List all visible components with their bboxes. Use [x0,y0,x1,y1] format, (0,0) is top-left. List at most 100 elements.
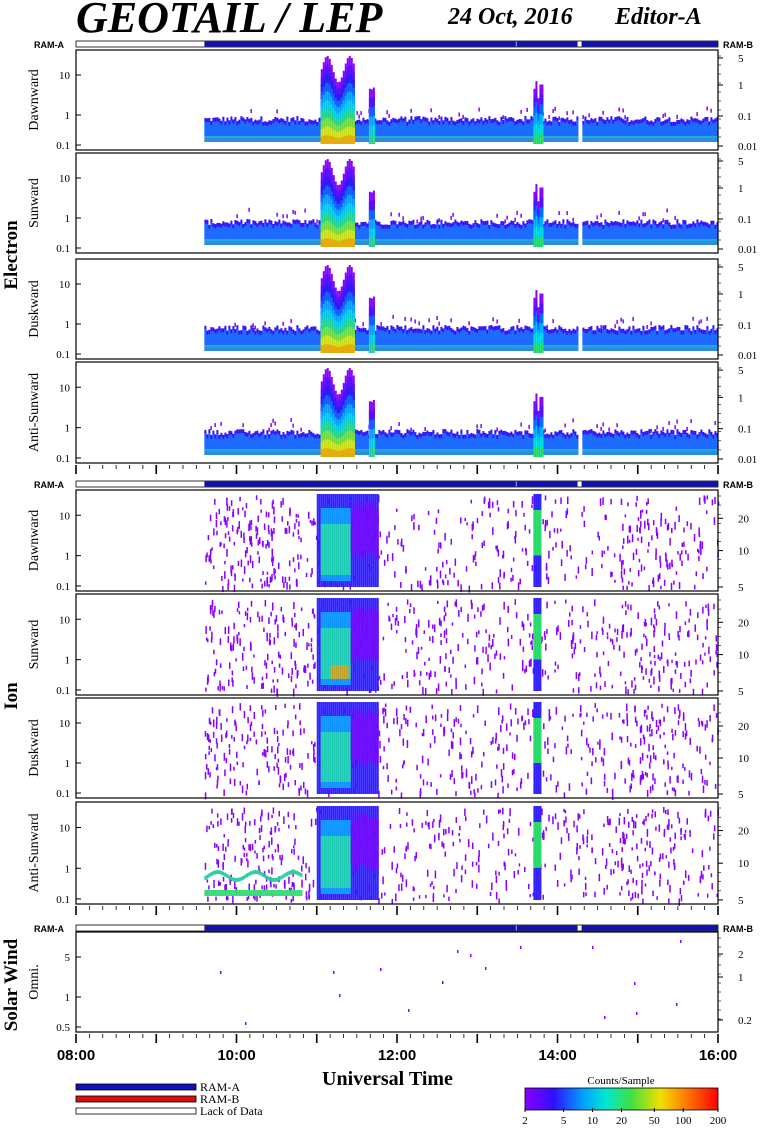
ion-speck [677,551,679,555]
ion-speck [394,571,396,578]
spectrum-event [334,450,337,457]
spectrum-mid [420,333,423,347]
spectrum-event [368,237,371,247]
spectrum-mid [282,123,285,138]
spectrum-mid [698,124,701,138]
ion-speck [220,542,222,546]
spectrum-low [570,136,573,142]
spectrum-low [402,136,405,142]
spectrum-event [326,135,329,144]
spectrum-speck [608,427,610,432]
spectrum-low [290,239,293,245]
ion-speck [216,530,218,536]
spectrum-mid [530,120,533,138]
spectrum-low [444,239,447,245]
ion-speck [683,541,685,547]
ion-speck [394,617,397,626]
spectrum-low [498,345,501,351]
spectrum-mid [242,121,245,138]
spectrum-low [672,239,675,245]
spectrum-mid [680,122,683,138]
ion-event-tail [350,504,353,556]
ion-speck [595,682,598,689]
ion-event-core [320,524,323,575]
spectrum-event [332,449,335,457]
ion-event-tail [366,502,369,553]
ion-speck [628,525,631,533]
spectrum-mid [426,332,429,347]
spectrum-low [642,345,645,351]
ion-speck [295,578,298,586]
spectrum-low [388,345,391,351]
ion-speck [546,519,548,526]
spectrum-mid [318,224,321,241]
spectrum-low [224,136,227,142]
spectrum-low [304,345,307,351]
spectrum-low [614,136,617,142]
spectrum-low [618,136,621,142]
spectrum-mid [488,120,491,138]
spectrum-low [318,449,321,455]
spectrum-mid [622,223,625,241]
spectrum-mid [684,433,687,451]
ion-event-tail [368,506,371,557]
spectrum-mid [504,120,507,138]
ion-speck [693,533,696,542]
ion-speck [432,624,434,629]
ion-speck [433,529,436,535]
spectrum-low [386,449,389,455]
ion-speck [523,512,525,517]
spectrum-mid [380,435,383,451]
spectrum-speck [430,108,432,113]
spectrum-mid [554,331,557,347]
spectrum-mid [556,333,559,347]
spectrum-mid [300,436,303,451]
spectrum-mid [610,436,613,451]
spectrum-mid [300,334,303,347]
spectrum-mid [612,333,615,347]
spectrum-low [394,345,397,351]
ion-speck [250,519,253,526]
spectrum-low [652,449,655,455]
spectrum-mid [426,434,429,451]
spectrum-mid [436,223,439,241]
ion-speck [614,579,616,583]
spectrum-mid [532,224,535,241]
spectrum-low [690,345,693,351]
spectrum-speck [360,111,362,116]
ion-speck [602,497,604,505]
ion-speck [584,564,587,570]
spectrum-mid [412,433,415,451]
spectrum-mid [376,329,379,347]
spectrum-low [628,239,631,245]
spectrum-low [304,239,307,245]
spectrum-mid [608,123,611,138]
spectrum-speck [292,423,294,428]
spectrum-mid [402,333,405,347]
spectrum-low [526,449,529,455]
spectrum-mid [278,434,281,451]
spectrum-event [372,134,375,144]
spectrum-mid [576,330,579,347]
spectrum-mid [384,331,387,347]
spectrum-low [484,345,487,351]
spectrum-low [208,345,211,351]
ion-speck [261,583,263,589]
spectrum-mid [260,120,263,138]
spectrum-low [390,449,393,455]
spectrum-low [312,345,315,351]
ion-speck [248,524,250,532]
spectrum-low [390,239,393,245]
ram-b-label: RAM-B [723,924,753,934]
spectrum-low [506,136,509,142]
spectrum-mid [254,435,257,451]
spectrum-low [630,345,633,351]
spectrum-mid [676,123,679,138]
spectrum-low [714,136,717,142]
spectrum-low [360,345,363,351]
spectrum-mid [238,226,241,241]
ion-speck [626,585,628,591]
spectrum-low [516,345,519,351]
spectrum-low [526,239,529,245]
spectrum-mid [410,435,413,451]
